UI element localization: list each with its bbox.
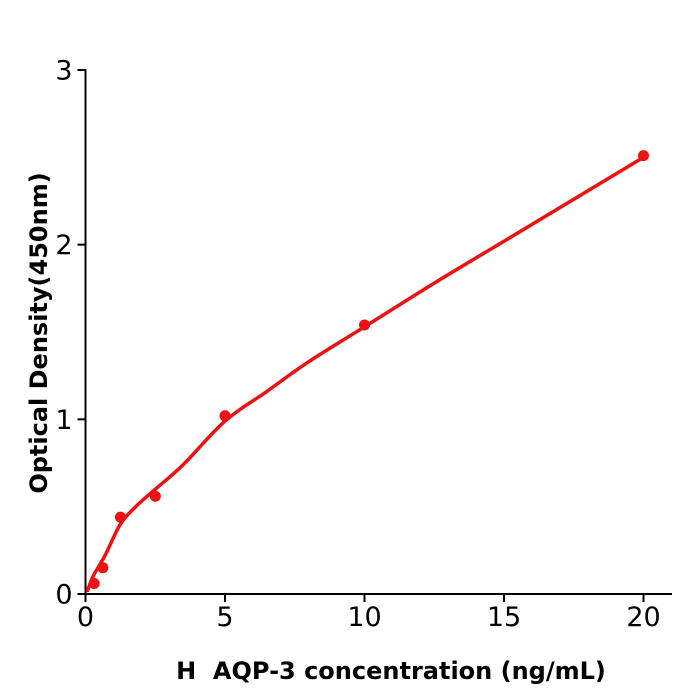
y-axis-title: Optical Density(450nm) <box>25 172 53 493</box>
data-point <box>88 578 100 589</box>
x-tick-label: 5 <box>216 602 233 633</box>
y-tick-label: 3 <box>55 55 72 86</box>
data-point <box>97 562 109 574</box>
data-point <box>114 511 126 523</box>
x-tick-label: 20 <box>626 602 660 633</box>
y-tick-label: 2 <box>55 230 72 261</box>
x-axis-title: H AQP-3 concentration (ng/mL) <box>176 657 606 685</box>
x-tick-label: 15 <box>487 602 521 633</box>
axes-layer: 0 5 10 15 20 0 1 2 3 <box>55 55 672 633</box>
y-tick-label: 0 <box>55 579 72 610</box>
x-tick-label: 0 <box>77 602 94 633</box>
data-point <box>359 319 370 331</box>
fit-curve <box>85 155 646 593</box>
plot-layer <box>85 150 649 593</box>
data-point <box>638 150 649 162</box>
x-tick-label: 10 <box>347 602 381 633</box>
data-point <box>149 490 161 502</box>
data-point <box>219 410 231 422</box>
y-tick-label: 1 <box>55 405 72 436</box>
